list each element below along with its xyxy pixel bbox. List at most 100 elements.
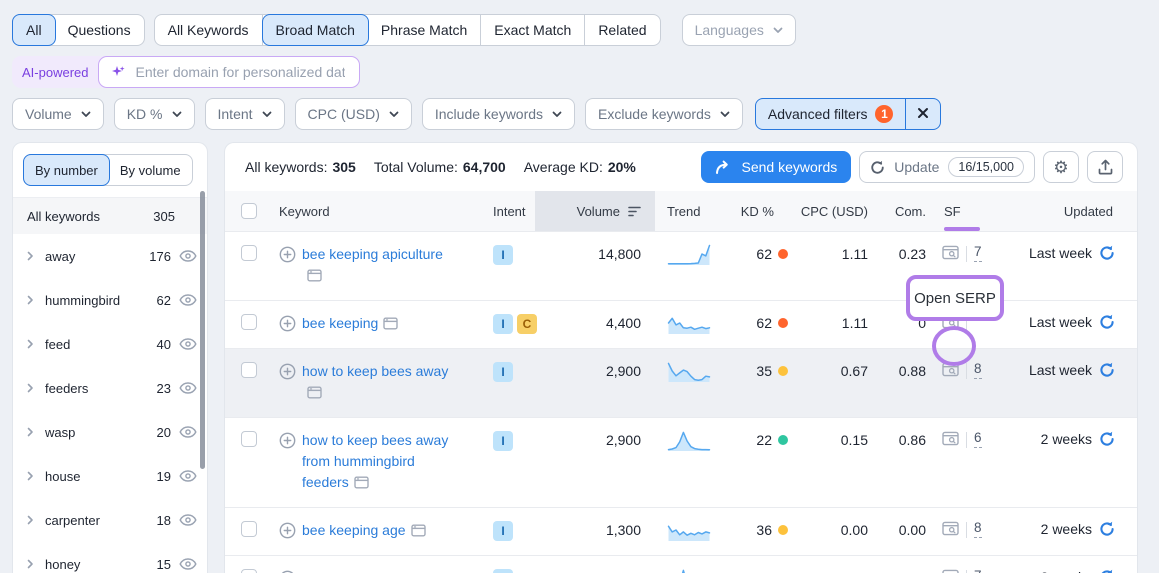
keyword-link[interactable]: bee keeping <box>302 313 398 336</box>
settings-button[interactable]: ⚙ <box>1043 151 1079 183</box>
eye-icon[interactable] <box>179 338 197 350</box>
group-item-feeders[interactable]: feeders 23 <box>13 366 207 410</box>
refresh-icon[interactable] <box>1099 362 1115 378</box>
languages-dropdown[interactable]: Languages <box>681 14 796 46</box>
tab-questions[interactable]: Questions <box>55 15 144 45</box>
refresh-icon[interactable] <box>1099 521 1115 537</box>
intent-badge-commercial: C <box>517 314 537 334</box>
export-button[interactable] <box>1087 151 1123 183</box>
row-checkbox[interactable] <box>241 569 257 573</box>
advanced-filters-button[interactable]: Advanced filters 1 <box>756 99 906 129</box>
add-to-list-icon[interactable] <box>279 432 296 449</box>
eye-icon[interactable] <box>179 382 197 394</box>
header-updated-cell[interactable]: Updated <box>1000 191 1137 231</box>
domain-input[interactable] <box>133 63 348 81</box>
filter-volume[interactable]: Volume <box>12 98 104 130</box>
tab-related[interactable]: Related <box>585 15 659 45</box>
tab-broad-match[interactable]: Broad Match <box>261 14 369 46</box>
eye-icon[interactable] <box>179 558 197 570</box>
group-item-away[interactable]: away 176 <box>13 234 207 278</box>
row-checkbox[interactable] <box>241 314 257 330</box>
refresh-icon[interactable] <box>1099 314 1115 330</box>
eye-icon[interactable] <box>179 470 197 482</box>
open-serp-icon[interactable] <box>942 245 959 260</box>
sidebar-scrollbar[interactable] <box>200 191 205 469</box>
com-value: 0.86 <box>898 432 926 448</box>
refresh-icon[interactable] <box>1099 431 1115 447</box>
add-to-list-icon[interactable] <box>279 522 296 539</box>
serp-window-icon[interactable] <box>307 267 322 288</box>
header-kd-cell[interactable]: KD % <box>733 191 800 231</box>
eye-icon[interactable] <box>179 426 197 438</box>
row-checkbox[interactable] <box>241 521 257 537</box>
filter-kd[interactable]: KD % <box>113 98 195 130</box>
chevron-right-icon[interactable] <box>27 383 34 393</box>
open-serp-icon[interactable] <box>942 569 959 573</box>
keyword-link[interactable]: how to keep bees away from hummingbird f… <box>302 430 460 495</box>
tab-by-number[interactable]: By number <box>23 154 110 186</box>
serp-window-icon[interactable] <box>410 522 426 543</box>
tab-exact-match[interactable]: Exact Match <box>481 15 586 45</box>
select-all-checkbox[interactable] <box>241 203 257 219</box>
chevron-right-icon[interactable] <box>27 559 34 569</box>
serp-window-icon[interactable] <box>354 474 369 495</box>
row-checkbox[interactable] <box>241 362 257 378</box>
row-checkbox[interactable] <box>241 431 257 447</box>
refresh-icon[interactable] <box>1099 569 1115 573</box>
chevron-right-icon[interactable] <box>27 251 34 261</box>
open-serp-icon[interactable] <box>942 431 959 446</box>
add-to-list-icon[interactable] <box>279 570 296 573</box>
filter-cpc[interactable]: CPC (USD) <box>294 98 412 130</box>
send-keywords-button[interactable]: Send keywords <box>700 151 852 183</box>
add-to-list-icon[interactable] <box>279 246 296 263</box>
keyword-link[interactable]: how to keep bees off hummingbird feeder <box>302 568 460 573</box>
serp-window-icon[interactable] <box>383 315 398 336</box>
group-item-honey[interactable]: honey 15 <box>13 542 207 573</box>
group-item-hummingbird[interactable]: hummingbird 62 <box>13 278 207 322</box>
clear-advanced-filters-button[interactable] <box>905 99 940 129</box>
group-item-feed[interactable]: feed 40 <box>13 322 207 366</box>
group-item-wasp[interactable]: wasp 20 <box>13 410 207 454</box>
header-com-cell[interactable]: Com. <box>880 191 930 231</box>
serp-features-count-link[interactable]: 7 <box>974 244 982 262</box>
eye-icon[interactable] <box>179 514 197 526</box>
refresh-icon[interactable] <box>1099 245 1115 261</box>
chevron-right-icon[interactable] <box>27 295 34 305</box>
keyword-link[interactable]: bee keeping apiculture <box>302 244 460 288</box>
serp-window-icon[interactable] <box>307 384 322 405</box>
group-item-house[interactable]: house 19 <box>13 454 207 498</box>
serp-features-count-link[interactable]: 6 <box>974 430 982 448</box>
group-name: away <box>45 248 76 264</box>
keyword-groups-list: away 176 hummingbird 62 feed 40 <box>13 234 207 573</box>
serp-features-count-link[interactable]: 8 <box>974 361 982 379</box>
header-cpc-cell[interactable]: CPC (USD) <box>800 191 880 231</box>
eye-icon[interactable] <box>179 294 197 306</box>
open-serp-icon[interactable] <box>942 362 959 377</box>
sidebar-all-keywords-row[interactable]: All keywords 305 <box>13 197 207 234</box>
keyword-link[interactable]: bee keeping age <box>302 520 426 543</box>
chevron-right-icon[interactable] <box>27 427 34 437</box>
keyword-link[interactable]: how to keep bees away <box>302 361 460 405</box>
chevron-right-icon[interactable] <box>27 339 34 349</box>
filter-include-keywords[interactable]: Include keywords <box>421 98 576 130</box>
filter-intent[interactable]: Intent <box>204 98 285 130</box>
chevron-right-icon[interactable] <box>27 471 34 481</box>
eye-icon[interactable] <box>179 250 197 262</box>
group-item-carpenter[interactable]: carpenter 18 <box>13 498 207 542</box>
tab-by-volume[interactable]: By volume <box>109 155 192 185</box>
filter-exclude-keywords[interactable]: Exclude keywords <box>585 98 743 130</box>
row-checkbox[interactable] <box>241 245 257 261</box>
tab-phrase-match[interactable]: Phrase Match <box>368 15 482 45</box>
volume-value: 14,800 <box>598 246 641 262</box>
chevron-right-icon[interactable] <box>27 515 34 525</box>
serp-features-count-link[interactable]: 8 <box>974 520 982 538</box>
open-serp-icon[interactable] <box>942 521 959 536</box>
header-volume-cell[interactable]: Volume <box>535 191 655 231</box>
serp-features-count-link[interactable]: 7 <box>974 568 982 573</box>
tab-all[interactable]: All <box>12 14 56 46</box>
update-button[interactable]: Update 16/15,000 <box>859 151 1035 183</box>
add-to-list-icon[interactable] <box>279 363 296 380</box>
tab-all-keywords[interactable]: All Keywords <box>155 15 263 45</box>
header-sf-cell[interactable]: SF <box>930 191 1000 231</box>
add-to-list-icon[interactable] <box>279 315 296 332</box>
